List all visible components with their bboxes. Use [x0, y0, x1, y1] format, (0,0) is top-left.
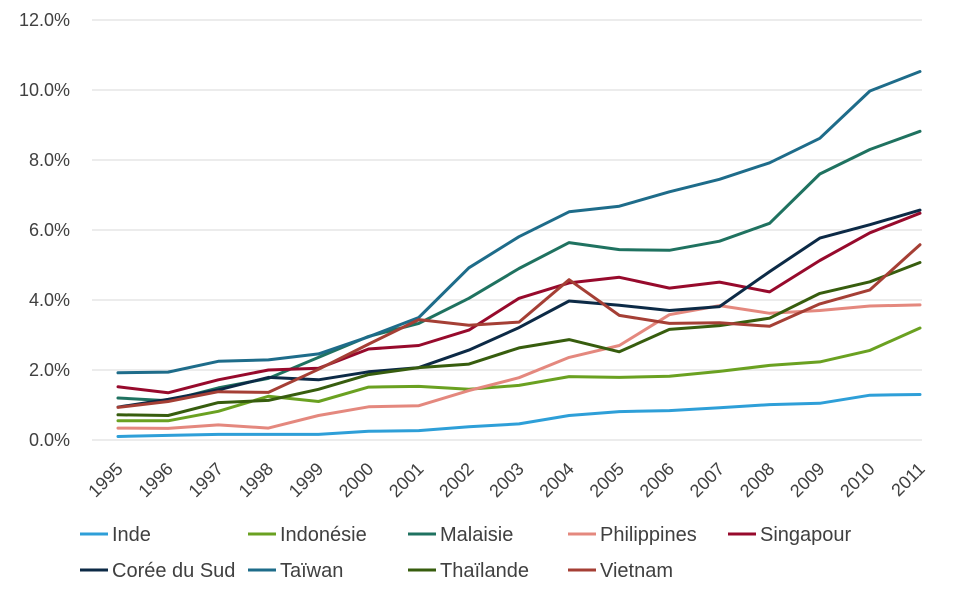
y-tick-label: 0.0% — [29, 430, 70, 450]
x-tick-label: 2000 — [335, 459, 377, 501]
series-line-inde — [116, 393, 922, 438]
legend-label: Malaisie — [440, 524, 513, 546]
x-tick-label: 2007 — [686, 459, 728, 501]
series-line-vietnam — [116, 243, 922, 409]
x-tick-label: 2002 — [435, 459, 477, 501]
x-tick-label: 2009 — [786, 459, 828, 501]
legend-item: Thaïlande — [408, 560, 529, 582]
y-tick-label: 2.0% — [29, 360, 70, 380]
x-axis: 1995 1996 1997 1998 1999 2000 2001 2002 2003 2004… — [84, 459, 928, 501]
x-tick-label: 2001 — [385, 459, 427, 501]
legend-label: Taïwan — [280, 560, 343, 582]
x-tick-label: 2011 — [887, 459, 929, 501]
y-tick-label: 12.0% — [19, 10, 70, 30]
legend-label: Inde — [112, 524, 151, 546]
x-tick-label: 1998 — [235, 459, 277, 501]
legend-item: Taïwan — [248, 560, 343, 582]
series-line-ta-wan — [116, 70, 922, 375]
x-tick-label: 1996 — [134, 459, 176, 501]
legend-label: Vietnam — [600, 560, 673, 582]
legend-item: Malaisie — [408, 524, 513, 546]
series-line-tha-lande — [116, 261, 922, 417]
gridlines — [92, 19, 922, 441]
x-tick-label: 2008 — [736, 459, 778, 501]
series-line-singapour — [116, 211, 922, 395]
legend-item: Inde — [80, 524, 151, 546]
x-tick-label: 2003 — [485, 459, 527, 501]
legend: Inde Indonésie Malaisie Philippines Singapou… — [80, 524, 852, 582]
legend-label: Corée du Sud — [112, 560, 235, 582]
x-tick-label: 1995 — [84, 459, 126, 501]
y-tick-label: 6.0% — [29, 220, 70, 240]
x-tick-label: 1997 — [185, 459, 227, 501]
legend-item: Indonésie — [248, 524, 367, 546]
x-tick-label: 2005 — [586, 459, 628, 501]
x-tick-label: 2004 — [535, 459, 577, 501]
x-tick-label: 2010 — [836, 459, 878, 501]
legend-item: Vietnam — [568, 560, 673, 582]
legend-item: Corée du Sud — [80, 560, 235, 582]
y-tick-label: 10.0% — [19, 80, 70, 100]
y-axis: 0.0% 2.0% 4.0% 6.0% 8.0% 10.0% 12.0% — [19, 10, 70, 450]
x-tick-label: 1999 — [285, 459, 327, 501]
series-line-cor-e-du-sud — [116, 208, 922, 409]
x-tick-label: 2006 — [636, 459, 678, 501]
legend-label: Indonésie — [280, 524, 367, 546]
legend-label: Singapour — [760, 524, 852, 546]
y-tick-label: 8.0% — [29, 150, 70, 170]
legend-item: Singapour — [728, 524, 852, 546]
series-lines — [116, 70, 922, 438]
legend-label: Thaïlande — [440, 560, 529, 582]
legend-label: Philippines — [600, 524, 697, 546]
legend-item: Philippines — [568, 524, 697, 546]
y-tick-label: 4.0% — [29, 290, 70, 310]
series-line-philippines — [116, 303, 922, 430]
